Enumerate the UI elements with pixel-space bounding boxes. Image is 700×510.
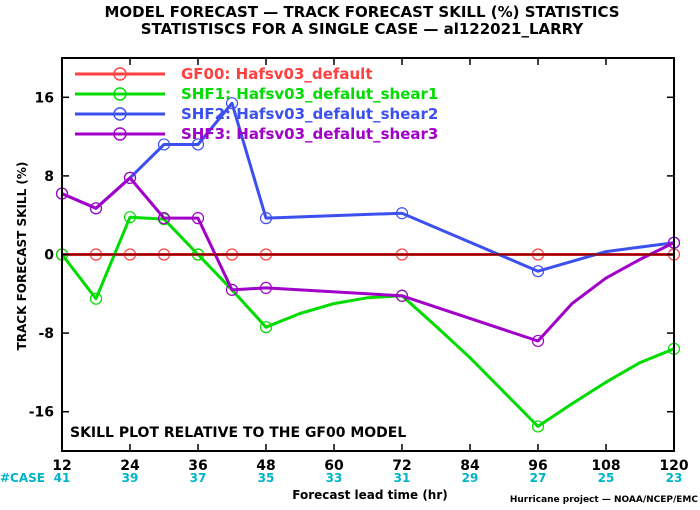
plot-series-group [55,97,681,433]
series-line-2 [60,215,675,428]
legend-marker-3 [113,107,127,121]
series-3-point [531,265,545,278]
case-count: 27 [530,471,547,485]
legend-label-3: SHF2: Hafsv03_defalut_shear2 [181,105,438,123]
case-count: 33 [326,471,343,485]
case-count: 25 [598,471,615,485]
x-tick-label: 108 [591,458,620,474]
x-tick-label: 24 [120,458,140,474]
series-4-point [531,334,545,348]
legend-marker-2 [113,87,127,101]
legend-label-4: SHF3: Hafsv03_defalut_shear3 [181,125,438,143]
x-tick-label: 12 [52,458,71,474]
legend-marker-1 [113,67,127,81]
case-count: 29 [462,471,479,485]
plot-axes-group: 1680-8-161241243936374835603372318429962… [29,57,689,485]
legend-label-1: GF00: Hafsv03_default [181,65,372,83]
series-3-point [259,212,273,225]
series-4-point [191,212,205,225]
series-2-point [123,211,137,224]
x-tick-label: 72 [392,458,411,474]
x-tick-label: 36 [188,458,207,474]
y-tick-label: -16 [29,405,54,421]
y-axis-label: TRACK FORECAST SKILL (%) [15,162,29,351]
series-3-point [395,207,409,220]
series-4-point [123,171,137,184]
y-tick-label: 0 [44,248,54,264]
series-4-point [225,283,239,296]
case-label: #CASE [0,471,45,485]
case-count: 35 [258,471,275,485]
x-tick-label: 84 [460,458,480,474]
case-count: 31 [394,471,411,485]
skill-note: SKILL PLOT RELATIVE TO THE GF00 MODEL [70,425,406,441]
series-line-4 [61,176,675,343]
y-tick-label: 8 [44,169,54,185]
chart-title-line2: STATISTISCS FOR A SINGLE CASE — al122021… [141,20,585,38]
x-axis-label: Forecast lead time (hr) [292,488,448,502]
series-3-point [191,138,205,151]
legend-label-2: SHF1: Hafsv03_defalut_shear1 [181,85,438,103]
series-2-point [259,321,273,334]
series-4-point [259,281,273,295]
x-tick-label: 120 [659,458,688,474]
series-3-point [157,138,171,151]
x-tick-label: 60 [324,458,344,474]
series-4-point [395,289,409,302]
legend-marker-4 [113,127,127,141]
case-count: 37 [190,471,207,485]
case-count: 41 [54,471,71,485]
chart-title-line1: MODEL FORECAST — TRACK FORECAST SKILL (%… [104,3,619,21]
legend: GF00: Hafsv03_default SHF1: Hafsv03_defal… [75,65,438,143]
series-2-point [531,420,545,433]
series-2-point [89,292,103,305]
case-count: 23 [666,471,683,485]
case-count: 39 [122,471,139,485]
series-4-point [89,202,103,215]
y-tick-label: 16 [35,90,54,106]
x-tick-label: 96 [528,458,547,474]
series-3-point [225,97,239,110]
series-4-point [157,212,171,225]
x-tick-label: 48 [256,458,275,474]
y-tick-label: -8 [38,326,54,342]
credit-text: Hurricane project — NOAA/NCEP/EMC [510,495,699,505]
